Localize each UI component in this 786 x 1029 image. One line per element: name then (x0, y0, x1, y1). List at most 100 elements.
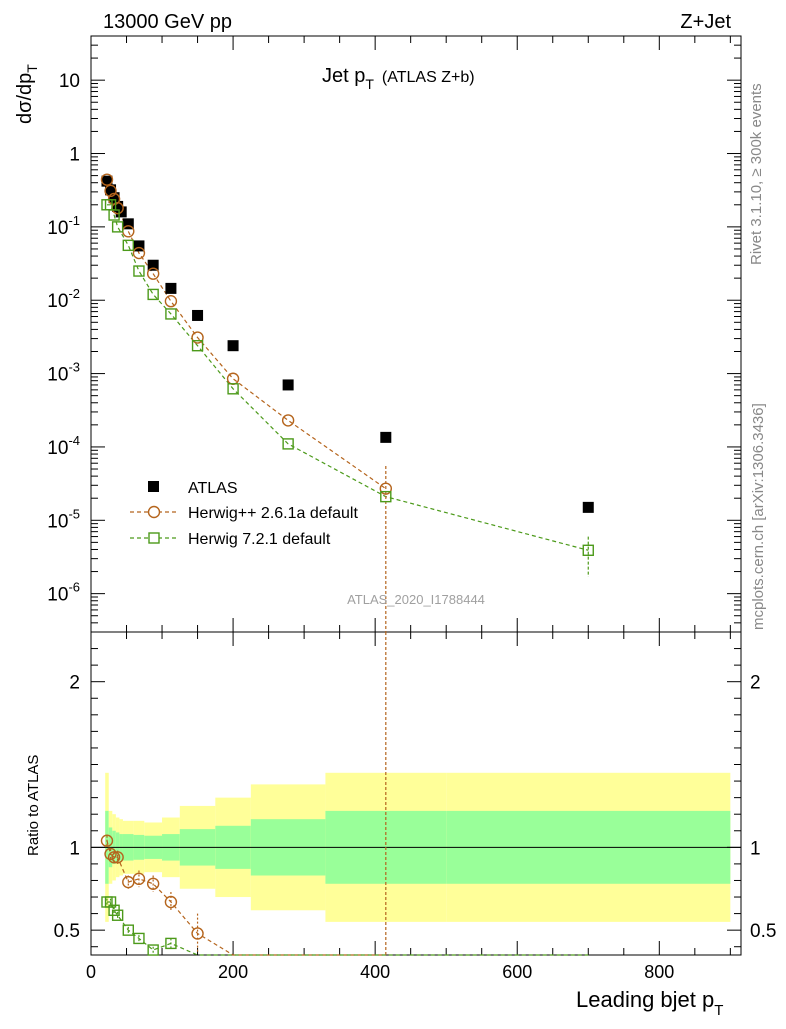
legend-marker-herwigpp (147, 505, 161, 519)
herwig7-ratio-point (104, 896, 117, 908)
ratio-tick-label-right: 0.5 (750, 921, 776, 942)
herwig7-ratio-point (111, 909, 124, 921)
atlas-data-point (582, 501, 594, 513)
herwig7-point (133, 265, 145, 277)
atlas-data-point (380, 431, 392, 443)
x-tick-label: 0 (86, 962, 96, 982)
herwigpp-ratio-point (132, 872, 146, 886)
y-tick-label: 10-3 (47, 360, 80, 386)
x-tick-label: 200 (218, 962, 248, 982)
legend-label-herwigpp: Herwig++ 2.6.1a default (188, 505, 358, 522)
y-tick-label-exponent: -6 (68, 580, 80, 595)
plot-title-main: Jet p (322, 65, 365, 87)
legend-label-atlas: ATLAS (188, 480, 238, 497)
herwigpp-point (164, 294, 178, 308)
x-tick-label: 600 (502, 962, 532, 982)
herwig7-ratio-point (165, 937, 177, 950)
atlas-data-point (101, 175, 113, 187)
legend-label-herwig7: Herwig 7.2.1 default (188, 531, 331, 548)
x-axis-label: Leading bjet pT (576, 987, 723, 1019)
y-tick-label: 10-5 (47, 506, 80, 532)
herwig7-point (122, 239, 134, 252)
axis-ticks (90, 35, 741, 955)
ratio-tick-label: 1 (69, 838, 80, 859)
herwig7-point (282, 438, 294, 450)
plot-title-sub: T (365, 76, 374, 92)
herwigpp-point (146, 267, 160, 280)
series-line-herwigpp (106, 179, 387, 490)
herwig7-point (227, 383, 239, 395)
ratio-tick-label-right: 1 (750, 838, 761, 859)
herwig7-point (380, 490, 392, 503)
tick-labels: 0 200 400 600 80010-610-510-410-310-210-1110… (47, 71, 776, 982)
y-tick-label: 10-6 (47, 580, 80, 606)
herwig7-ratio-point (133, 932, 145, 945)
herwigpp-point (281, 414, 295, 427)
herwigpp-ratio-point (111, 851, 124, 864)
herwig7-point (108, 209, 120, 221)
mcplots-label: mcplots.cern.ch [arXiv:1306.3436] (750, 403, 767, 630)
legend-marker-atlas (148, 481, 159, 492)
herwigpp-ratio-point (191, 927, 204, 940)
x-axis-label-main: Leading bjet p (576, 987, 714, 1012)
herwig7-point (191, 339, 204, 352)
ratio-axis-label: Ratio to ATLAS (25, 755, 42, 856)
herwigpp-point (104, 184, 117, 198)
legend: ATLAS Herwig++ 2.6.1a default Herwig 7.2… (130, 480, 358, 548)
y-tick-label-base: 10 (47, 511, 68, 532)
herwigpp-point (191, 331, 204, 344)
header-energy-label: 13000 GeV pp (103, 11, 232, 33)
herwig7-ratio-point (122, 924, 134, 936)
atlas-data-point (133, 240, 145, 252)
y-tick-label-exponent: -3 (68, 360, 80, 375)
y-tick-label-base: 10 (47, 438, 68, 459)
herwigpp-ratio-point (107, 851, 121, 864)
atlas-data-point (192, 309, 204, 321)
herwigpp-ratio-point (100, 834, 114, 847)
y-axis-label-main: dσ/dp (14, 73, 36, 124)
herwigpp-ratio-point (104, 847, 117, 861)
y-tick-label: 10-4 (47, 433, 80, 459)
x-tick-label: 800 (644, 962, 674, 982)
herwig7-point (111, 221, 124, 233)
ratio-plot-frame (90, 631, 742, 956)
herwigpp-point (122, 225, 135, 238)
x-axis-label-sub: T (714, 1002, 723, 1019)
plot-title: Jet pT (ATLAS Z+b) (322, 65, 475, 92)
data-markers (100, 173, 594, 956)
herwig7-point (104, 199, 117, 211)
herwig7-point (165, 308, 177, 320)
y-tick-label-exponent: -5 (68, 506, 80, 521)
y-tick-label-base: 10 (47, 291, 68, 312)
y-tick-label-exponent: -4 (68, 433, 80, 448)
herwig7-point (582, 544, 594, 556)
ratio-tick-label: 2 (69, 673, 80, 694)
y-tick-label-exponent: -1 (68, 213, 80, 228)
herwig7-ratio-point (147, 944, 159, 956)
herwigpp-ratio-point (164, 895, 178, 909)
analysis-id-label: ATLAS_2020_I1788444 (347, 592, 485, 607)
y-axis-label: dσ/dpT (14, 64, 40, 124)
y-tick-label-base: 10 (47, 585, 68, 606)
atlas-data-point (227, 340, 239, 352)
atlas-data-point (282, 379, 294, 391)
rivet-version-label: Rivet 3.1.10, ≥ 300k events (748, 83, 765, 265)
y-axis-label-sub: T (24, 64, 40, 73)
atlas-data-point (147, 259, 159, 271)
atlas-data-point (165, 282, 177, 294)
legend-marker-herwig7 (148, 532, 160, 544)
ratio-tick-label: 0.5 (54, 921, 80, 942)
herwigpp-ratio-point (146, 877, 160, 890)
y-tick-label: 10-2 (47, 286, 80, 312)
y-tick-label-base: 10 (47, 365, 68, 386)
header-process-label: Z+Jet (680, 11, 731, 33)
herwig7-point (147, 288, 159, 301)
y-tick-label: 10 (59, 71, 80, 92)
y-tick-label-exponent: -2 (68, 286, 80, 301)
series-line-herwig7 (106, 204, 589, 551)
y-tick-label: 1 (69, 145, 80, 166)
herwigpp-point (100, 173, 114, 186)
plot-title-extra: (ATLAS Z+b) (382, 69, 475, 86)
